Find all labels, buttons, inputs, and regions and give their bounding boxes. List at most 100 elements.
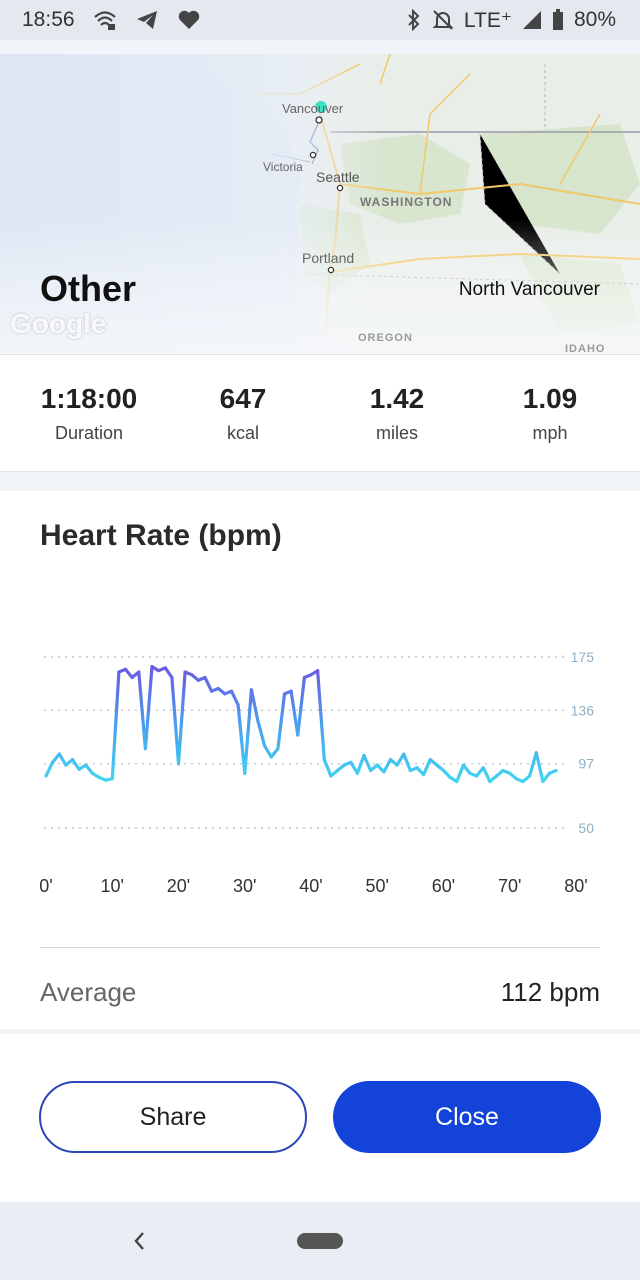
map-label-seattle: Seattle [316,169,360,185]
chevron-left-icon[interactable] [130,1228,150,1259]
x-tick-label: 80' [564,876,587,896]
map-label-vancouver: Vancouver [282,101,344,116]
heart-rate-point [123,667,128,671]
heart-rate-point [130,675,134,680]
heart-rate-chart: 175 136 97 50 0' 10' 20' 30' 40' 50' 60' 70' 80' [39,649,594,896]
heart-icon [177,9,201,31]
heart-rate-point [282,692,287,696]
heart-rate-point [382,770,386,774]
heart-rate-point [309,673,313,677]
heart-rate-point [223,692,227,696]
heart-rate-point [395,763,399,767]
heart-rate-point [203,675,207,680]
action-bar: Share Close [0,1034,640,1202]
heart-rate-point [90,771,94,775]
heart-rate-point [210,689,214,693]
heart-rate-point [64,763,68,767]
heart-rate-title: Heart Rate (bpm) [40,519,282,552]
network-type: LTE⁺ [463,8,512,32]
heart-rate-point [369,768,373,773]
heart-rate-point [494,774,499,778]
heart-rate-point [302,675,306,680]
status-time: 18:56 [22,8,75,31]
stat-distance: 1.42 miles [327,383,467,444]
share-button[interactable]: Share [39,1081,307,1153]
heart-rate-point [229,689,234,693]
x-tick-label: 20' [167,876,190,896]
heart-rate-point [355,771,359,775]
activity-title: Other [40,268,137,309]
heart-rate-point [547,771,552,775]
heart-rate-point [190,673,194,677]
heart-rate-point [249,688,253,692]
heart-rate-point [104,778,108,782]
telegram-icon [135,9,159,31]
heart-rate-point [468,771,472,775]
heart-rate-point [388,758,393,762]
heart-rate-point [97,775,101,779]
x-tick-label: 0' [39,876,52,896]
stat-value: 1:18:00 [40,383,138,414]
heart-rate-point [170,675,174,680]
stat-label: mph [532,423,568,443]
heart-rate-point [448,775,452,779]
heart-rate-point [428,758,432,762]
heart-rate-card: Heart Rate (bpm) 175 136 97 50 0' 10' 20' 30' 4… [0,491,640,1029]
heart-rate-point [322,758,326,762]
heart-rate-point [84,763,88,767]
battery-icon [552,9,564,31]
heart-rate-point [150,664,154,669]
y-tick-label: 50 [578,820,594,836]
x-tick-label: 60' [432,876,455,896]
x-tick-label: 40' [299,876,322,896]
average-value: 112 bpm [500,977,600,1007]
heart-rate-point [143,747,147,751]
heart-rate-point [521,779,525,784]
heart-rate-point [70,758,75,762]
heart-rate-point [183,670,187,674]
heart-rate-point [541,779,545,784]
heart-rate-point [514,777,518,781]
heart-rate-point [415,766,419,770]
map-label-victoria: Victoria [263,160,303,174]
heart-rate-point [137,670,141,674]
heart-rate-point [196,678,200,682]
heart-rate-point [44,774,48,778]
heart-rate-point [362,753,366,758]
bluetooth-icon [406,9,422,31]
heart-rate-point [57,752,61,756]
stat-label: miles [375,423,418,443]
heart-rate-point [296,733,300,737]
heart-rate-point [236,703,240,707]
status-left: 18:56 [22,0,201,40]
stat-value: 1.09 [522,383,578,414]
heart-rate-point [481,766,485,770]
heart-rate-point [475,774,479,778]
workout-stats: 1:18:00 Duration 647 kcal 1.42 miles 1.0… [0,355,640,472]
battery-percent: 80% [573,8,616,31]
heart-rate-point [441,768,446,773]
google-logo: Google [10,308,107,339]
heart-rate-point [335,768,340,773]
close-button[interactable]: Close [333,1081,601,1153]
map-place-label: North Vancouver [458,279,600,300]
heart-rate-point [402,752,406,756]
status-right: LTE⁺ 80% [406,0,616,40]
heart-rate-point [329,774,333,778]
stat-label: kcal [226,423,259,443]
heart-rate-point [256,719,260,723]
heart-rate-point [176,762,181,766]
map[interactable]: Vancouver Victoria Seattle WASHINGTON Po… [0,54,640,355]
heart-rate-point [216,686,220,691]
x-tick-label: 70' [498,876,521,896]
heart-rate-point [488,779,492,784]
home-pill-icon[interactable] [297,1233,343,1254]
heart-rate-point [342,763,346,767]
stat-label: Duration [54,423,124,443]
wifi-call-icon [93,9,117,31]
heart-rate-point [508,771,512,775]
heart-rate-point [422,773,426,777]
stat-value: 647 [219,383,267,414]
heart-rate-point [375,763,379,767]
heart-rate-point [163,666,167,670]
